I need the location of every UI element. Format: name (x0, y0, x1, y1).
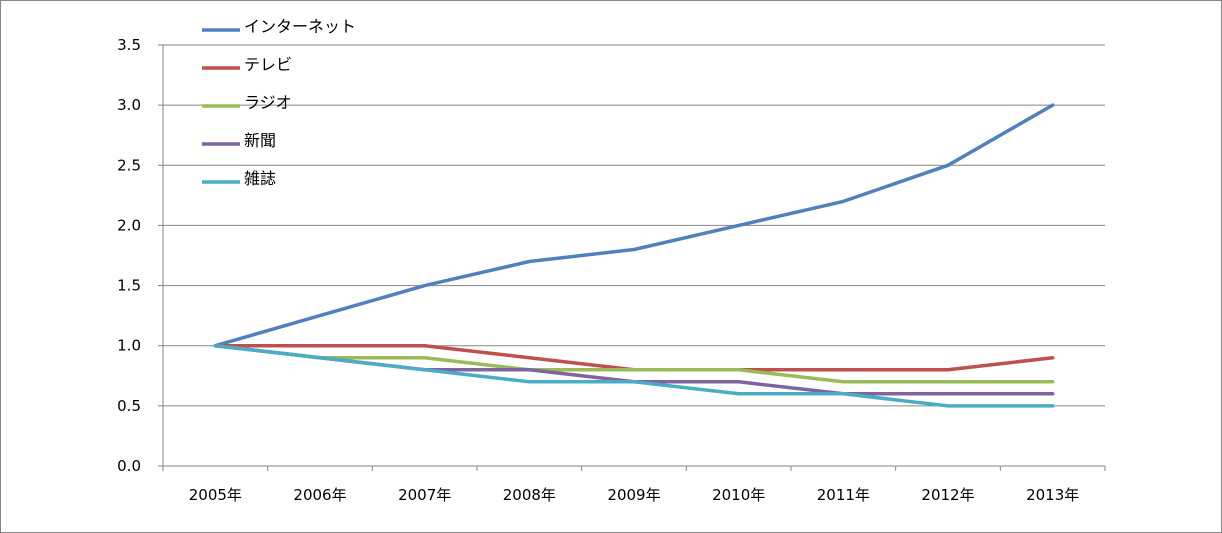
series-line-2 (213, 343, 1055, 384)
y-tick-label: 3.0 (117, 96, 141, 114)
y-tick-label: 1.0 (117, 337, 141, 355)
tick-labels: 0.0 0.5 1.0 1.5 2.0 2.5 3.0 3.5 2005年 2006年 2007年 2… (117, 36, 1079, 504)
gridlines (163, 44, 1105, 407)
legend-label: ラジオ (244, 93, 292, 112)
legend-label: テレビ (244, 55, 292, 74)
series-line-0 (213, 103, 1055, 348)
x-tick-label: 2008年 (503, 486, 556, 504)
x-tick-label: 2006年 (293, 486, 346, 504)
x-tick-label: 2009年 (607, 486, 660, 504)
legend-label: インターネット (244, 17, 356, 36)
y-tick-label: 2.5 (117, 156, 141, 174)
y-tick-label: 1.5 (117, 277, 141, 295)
x-tick-label: 2005年 (189, 486, 242, 504)
axes (158, 44, 1106, 471)
y-tick-label: 2.0 (117, 216, 141, 234)
y-tick-label: 0.0 (117, 457, 141, 475)
y-tick-label: 0.5 (117, 397, 141, 415)
x-tick-label: 2007年 (398, 486, 451, 504)
series-line-4 (213, 343, 1055, 408)
legend-label: 雑誌 (244, 169, 276, 188)
x-tick-label: 2012年 (921, 486, 974, 504)
series-lines (213, 103, 1055, 408)
x-tick-label: 2010年 (712, 486, 765, 504)
x-tick-label: 2013年 (1026, 486, 1079, 504)
y-tick-label: 3.5 (117, 36, 141, 54)
x-tick-label: 2011年 (817, 486, 870, 504)
legend-label: 新聞 (244, 131, 276, 150)
